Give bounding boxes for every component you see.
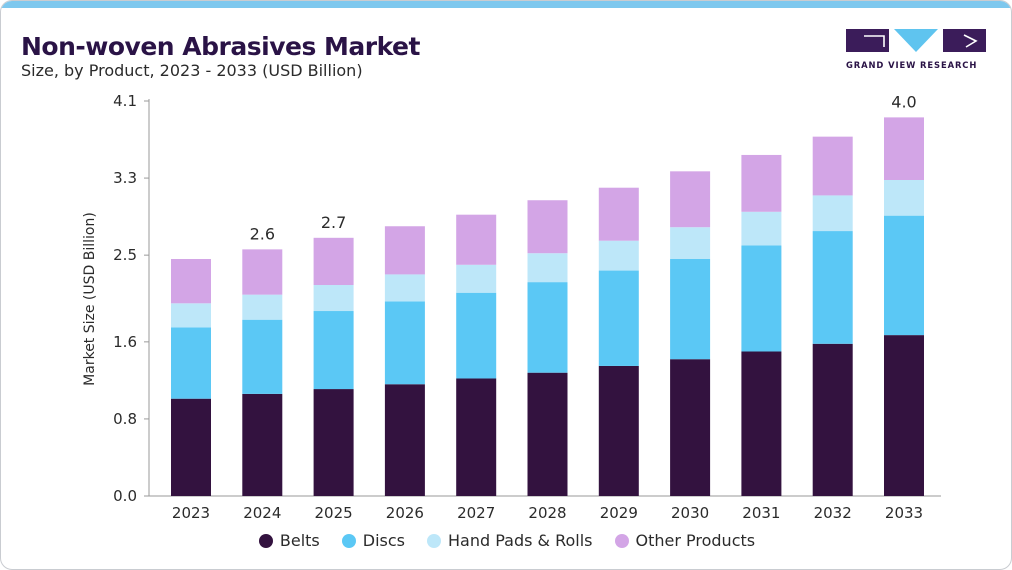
bar-segment-other-products <box>313 237 354 286</box>
legend-item: Other Products <box>614 531 756 550</box>
legend-swatch <box>341 533 356 548</box>
bar-segment-hand-pads-rolls <box>670 227 711 259</box>
legend-label: Discs <box>362 531 405 550</box>
y-tick-label: 3.3 <box>113 169 137 187</box>
bar-segment-belts <box>456 378 497 496</box>
bar-segment-belts <box>884 335 924 496</box>
bar-segment-hand-pads-rolls <box>242 294 283 320</box>
x-tick-label: 2031 <box>742 504 780 522</box>
x-tick-label: 2033 <box>885 504 923 522</box>
bar-segment-belts <box>527 372 568 496</box>
x-tick-label: 2025 <box>315 504 353 522</box>
bar-segment-discs <box>670 259 711 360</box>
bar-segment-hand-pads-rolls <box>313 285 354 312</box>
legend-item: Belts <box>258 531 320 550</box>
bar-segment-discs <box>598 270 639 366</box>
y-tick-label: 1.6 <box>113 333 137 351</box>
x-tick-label: 2024 <box>243 504 281 522</box>
legend-swatch <box>258 533 273 548</box>
bar-segment-hand-pads-rolls <box>598 240 639 271</box>
grand-view-research-logo <box>846 29 986 52</box>
legend-swatch <box>426 533 441 548</box>
bar-segment-discs <box>527 282 568 373</box>
bar-segment-discs <box>384 301 425 385</box>
bar-segment-other-products <box>242 249 283 295</box>
bar-segment-belts <box>384 384 425 496</box>
y-tick-label: 2.5 <box>113 246 137 264</box>
y-tick-label: 0.0 <box>113 487 137 505</box>
bar-segment-other-products <box>884 117 924 180</box>
x-tick-label: 2023 <box>172 504 210 522</box>
bar-segment-hand-pads-rolls <box>384 274 425 302</box>
x-tick-label: 2026 <box>386 504 424 522</box>
y-tick-label: 0.8 <box>113 410 137 428</box>
bar-segment-hand-pads-rolls <box>884 180 924 216</box>
bar-segment-hand-pads-rolls <box>741 211 782 246</box>
chart-subtitle: Size, by Product, 2023 - 2033 (USD Billi… <box>21 61 363 80</box>
bar-segment-belts <box>171 398 211 496</box>
y-tick-label: 4.1 <box>113 92 137 110</box>
x-tick-label: 2027 <box>457 504 495 522</box>
top-accent-bar <box>1 1 1011 8</box>
bar-segment-hand-pads-rolls <box>171 303 211 328</box>
bar-segment-hand-pads-rolls <box>527 253 568 283</box>
bar-segment-discs <box>313 311 354 390</box>
bar-segment-other-products <box>670 171 711 228</box>
x-tick-label: 2032 <box>814 504 852 522</box>
legend-swatch <box>614 533 629 548</box>
bar-segment-other-products <box>456 214 497 265</box>
bar-segment-belts <box>741 351 782 496</box>
bar-segment-hand-pads-rolls <box>456 264 497 293</box>
bar-segment-discs <box>741 245 782 352</box>
bar-segment-belts <box>812 343 853 496</box>
logo-text: GRAND VIEW RESEARCH <box>846 60 978 70</box>
x-tick-label: 2028 <box>528 504 566 522</box>
bar-total-label: 2.6 <box>250 224 275 243</box>
bar-segment-belts <box>242 393 283 496</box>
bar-segment-belts <box>313 389 354 496</box>
bar-segment-other-products <box>527 200 568 254</box>
legend-item: Hand Pads & Rolls <box>426 531 593 550</box>
bar-segment-other-products <box>171 259 211 304</box>
legend-item: Discs <box>341 531 405 550</box>
x-tick-label: 2029 <box>600 504 638 522</box>
bar-segment-belts <box>598 365 639 496</box>
legend-label: Belts <box>279 531 320 550</box>
bar-segment-belts <box>670 359 711 496</box>
bar-total-label: 4.0 <box>891 92 916 111</box>
chart-legend: Belts Discs Hand Pads & Rolls Other Product… <box>1 531 1011 550</box>
bar-segment-discs <box>242 319 283 394</box>
bar-segment-other-products <box>741 154 782 212</box>
legend-label: Hand Pads & Rolls <box>447 531 593 550</box>
bar-segment-hand-pads-rolls <box>812 195 853 232</box>
bar-segment-discs <box>884 215 924 336</box>
chart-title: Non-woven Abrasives Market <box>21 32 420 61</box>
bar-total-label: 2.7 <box>321 213 346 232</box>
y-axis-title: Market Size (USD Billion) <box>82 212 98 386</box>
x-tick-label: 2030 <box>671 504 709 522</box>
bar-segment-discs <box>171 327 211 399</box>
legend-label: Other Products <box>635 531 756 550</box>
bar-segment-discs <box>456 292 497 379</box>
bar-segment-other-products <box>384 226 425 275</box>
bar-segment-other-products <box>812 136 853 196</box>
bar-segment-discs <box>812 231 853 344</box>
bar-segment-other-products <box>598 187 639 241</box>
